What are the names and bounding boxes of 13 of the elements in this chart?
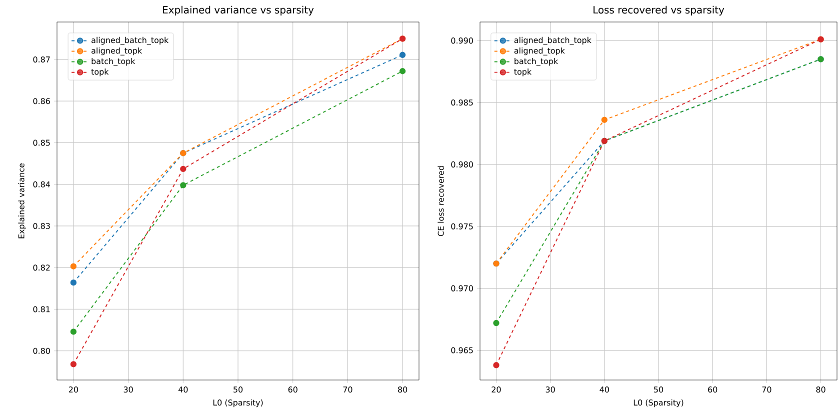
point: [180, 182, 186, 188]
point: [399, 52, 406, 58]
point: [399, 68, 406, 74]
chart-title: Loss recovered vs sparsity: [594, 6, 724, 16]
point: [493, 362, 500, 368]
point: [601, 116, 608, 123]
chart-title: Explained variance vs sparsity: [163, 6, 314, 16]
point: [180, 166, 186, 172]
point: [70, 328, 77, 335]
point: [493, 320, 500, 326]
point: [70, 280, 77, 286]
point: [70, 361, 77, 368]
point: [70, 263, 77, 270]
